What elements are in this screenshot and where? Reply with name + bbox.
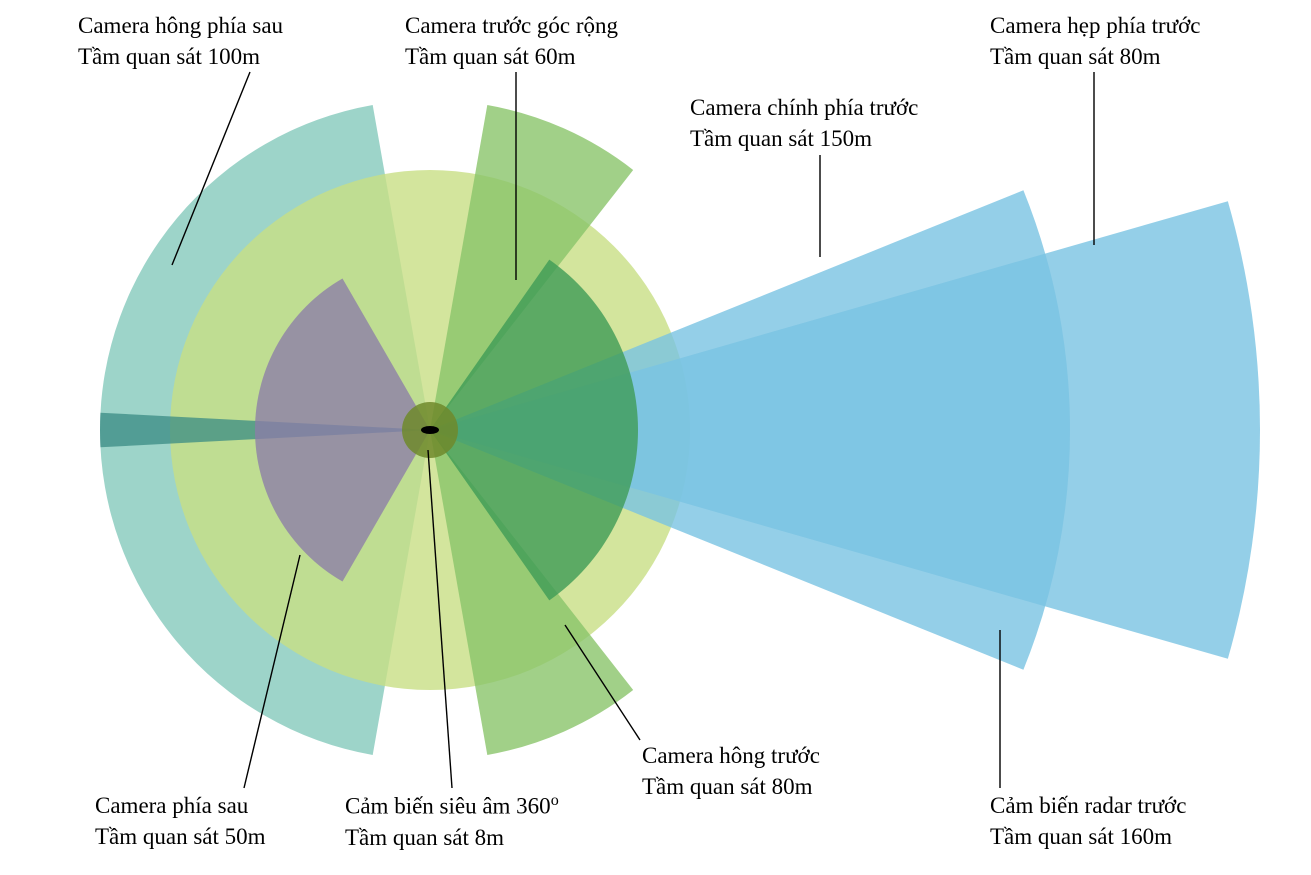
- wide-front-camera-label: Camera trước góc rộngTầm quan sát 60m: [405, 10, 618, 72]
- front-side-camera-label-line1: Camera hông trước: [642, 740, 820, 771]
- front-side-camera-label: Camera hông trướcTầm quan sát 80m: [642, 740, 820, 802]
- main-front-camera-label-line2: Tầm quan sát 150m: [690, 123, 918, 154]
- narrow-front-camera-label: Camera hẹp phía trướcTầm quan sát 80m: [990, 10, 1200, 72]
- narrow-front-camera-label-line2: Tầm quan sát 80m: [990, 41, 1200, 72]
- rear-side-camera-label-line2: Tầm quan sát 100m: [78, 41, 283, 72]
- rear-camera-label-line2: Tầm quan sát 50m: [95, 821, 266, 852]
- wide-front-camera-label-line2: Tầm quan sát 60m: [405, 41, 618, 72]
- rear-side-camera-label-line1: Camera hông phía sau: [78, 10, 283, 41]
- narrow-front-camera-label-line1: Camera hẹp phía trước: [990, 10, 1200, 41]
- front-radar-label-line2: Tầm quan sát 160m: [990, 821, 1186, 852]
- rear-camera-label: Camera phía sauTầm quan sát 50m: [95, 790, 266, 852]
- main-front-camera-label: Camera chính phía trướcTầm quan sát 150m: [690, 92, 918, 154]
- car-icon: [421, 426, 439, 434]
- front-side-camera-label-line2: Tầm quan sát 80m: [642, 771, 820, 802]
- rear-side-camera-label: Camera hông phía sauTầm quan sát 100m: [78, 10, 283, 72]
- ultrasonic-label: Cảm biến siêu âm 360oTầm quan sát 8m: [345, 790, 559, 853]
- front-radar-label-line1: Cảm biến radar trước: [990, 790, 1186, 821]
- rear-camera-label-line1: Camera phía sau: [95, 790, 266, 821]
- main-front-camera-label-line1: Camera chính phía trước: [690, 92, 918, 123]
- wide-front-camera-label-line1: Camera trước góc rộng: [405, 10, 618, 41]
- ultrasonic-label-line2: Tầm quan sát 8m: [345, 822, 559, 853]
- ultrasonic-label-line1: Cảm biến siêu âm 360o: [345, 790, 559, 822]
- front-radar-label: Cảm biến radar trướcTầm quan sát 160m: [990, 790, 1186, 852]
